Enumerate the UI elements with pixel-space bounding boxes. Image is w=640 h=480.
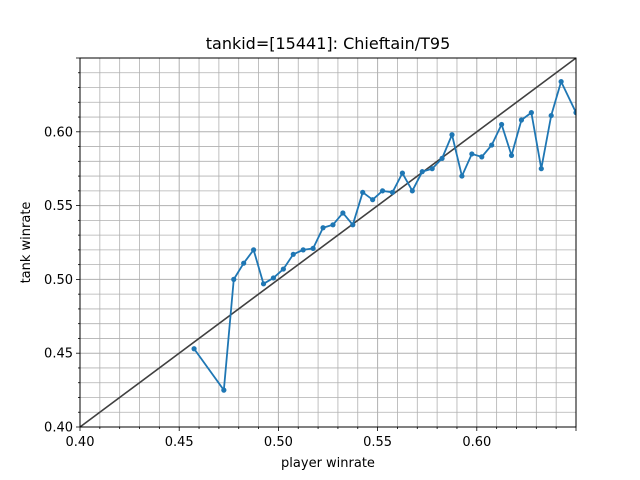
y-tick-label: 0.60	[44, 125, 73, 140]
data-point	[379, 188, 386, 194]
data-point	[419, 169, 425, 175]
data-point	[320, 225, 326, 231]
data-point	[508, 152, 515, 159]
data-point	[370, 197, 376, 203]
data-point	[573, 110, 576, 116]
data-point	[260, 281, 267, 287]
data-point	[389, 189, 396, 195]
data-point	[538, 166, 544, 172]
y-tick-label: 0.50	[44, 273, 73, 288]
data-point	[479, 154, 485, 160]
data-point	[429, 166, 435, 172]
y-tick-label: 0.45	[44, 347, 73, 362]
reference-line-layer	[79, 57, 577, 428]
data-point	[270, 275, 277, 281]
y-tick-label: 0.40	[44, 421, 73, 436]
x-tick-label: 0.45	[165, 435, 194, 450]
data-point	[221, 387, 227, 393]
plot-frame	[79, 57, 577, 428]
x-tick-label: 0.60	[462, 435, 491, 450]
axis-ticks: 0.40 0.45 0.50 0.55 0.60 0.40 0.45 0.50 0.55 0.60	[44, 57, 577, 450]
data-point	[399, 170, 405, 176]
data-point	[489, 142, 495, 148]
data-point	[439, 155, 445, 161]
data-point	[231, 276, 237, 282]
data-point	[518, 117, 525, 123]
data-point	[528, 110, 534, 116]
data-point	[330, 222, 336, 228]
data-point	[280, 266, 286, 272]
data-point	[409, 188, 415, 194]
data-point	[300, 247, 306, 253]
data-point	[340, 210, 346, 216]
reference-line	[79, 57, 577, 428]
data-point	[558, 79, 564, 85]
data-point	[350, 222, 356, 228]
data-point	[469, 151, 475, 157]
x-axis-label: player winrate	[281, 456, 375, 471]
data-point	[191, 346, 197, 352]
data-point	[290, 251, 296, 257]
y-tick-label: 0.55	[44, 199, 73, 214]
data-point	[548, 112, 554, 119]
x-tick-label: 0.50	[264, 435, 293, 450]
data-point	[459, 173, 465, 179]
data-point	[310, 245, 316, 252]
data-point	[241, 260, 247, 266]
x-tick-label: 0.40	[66, 435, 95, 450]
data-point	[251, 247, 257, 253]
x-tick-label: 0.55	[363, 435, 392, 450]
data-point	[449, 132, 455, 138]
y-axis-label: tank winrate	[19, 202, 34, 284]
data-point	[499, 121, 505, 128]
series-layer	[191, 79, 576, 393]
chart-title: tankid=[15441]: Chieftain/T95	[206, 34, 451, 53]
data-point	[360, 189, 366, 195]
